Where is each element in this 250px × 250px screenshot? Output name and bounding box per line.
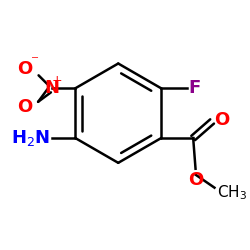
Text: O: O (214, 111, 229, 129)
Text: H$_2$N: H$_2$N (11, 128, 51, 148)
Text: ⁻: ⁻ (31, 53, 39, 68)
Text: N: N (44, 79, 59, 97)
Text: O: O (188, 171, 203, 189)
Text: F: F (188, 79, 201, 97)
Text: CH$_3$: CH$_3$ (217, 183, 247, 202)
Text: +: + (52, 74, 62, 87)
Text: O: O (18, 60, 33, 78)
Text: O: O (18, 98, 33, 116)
